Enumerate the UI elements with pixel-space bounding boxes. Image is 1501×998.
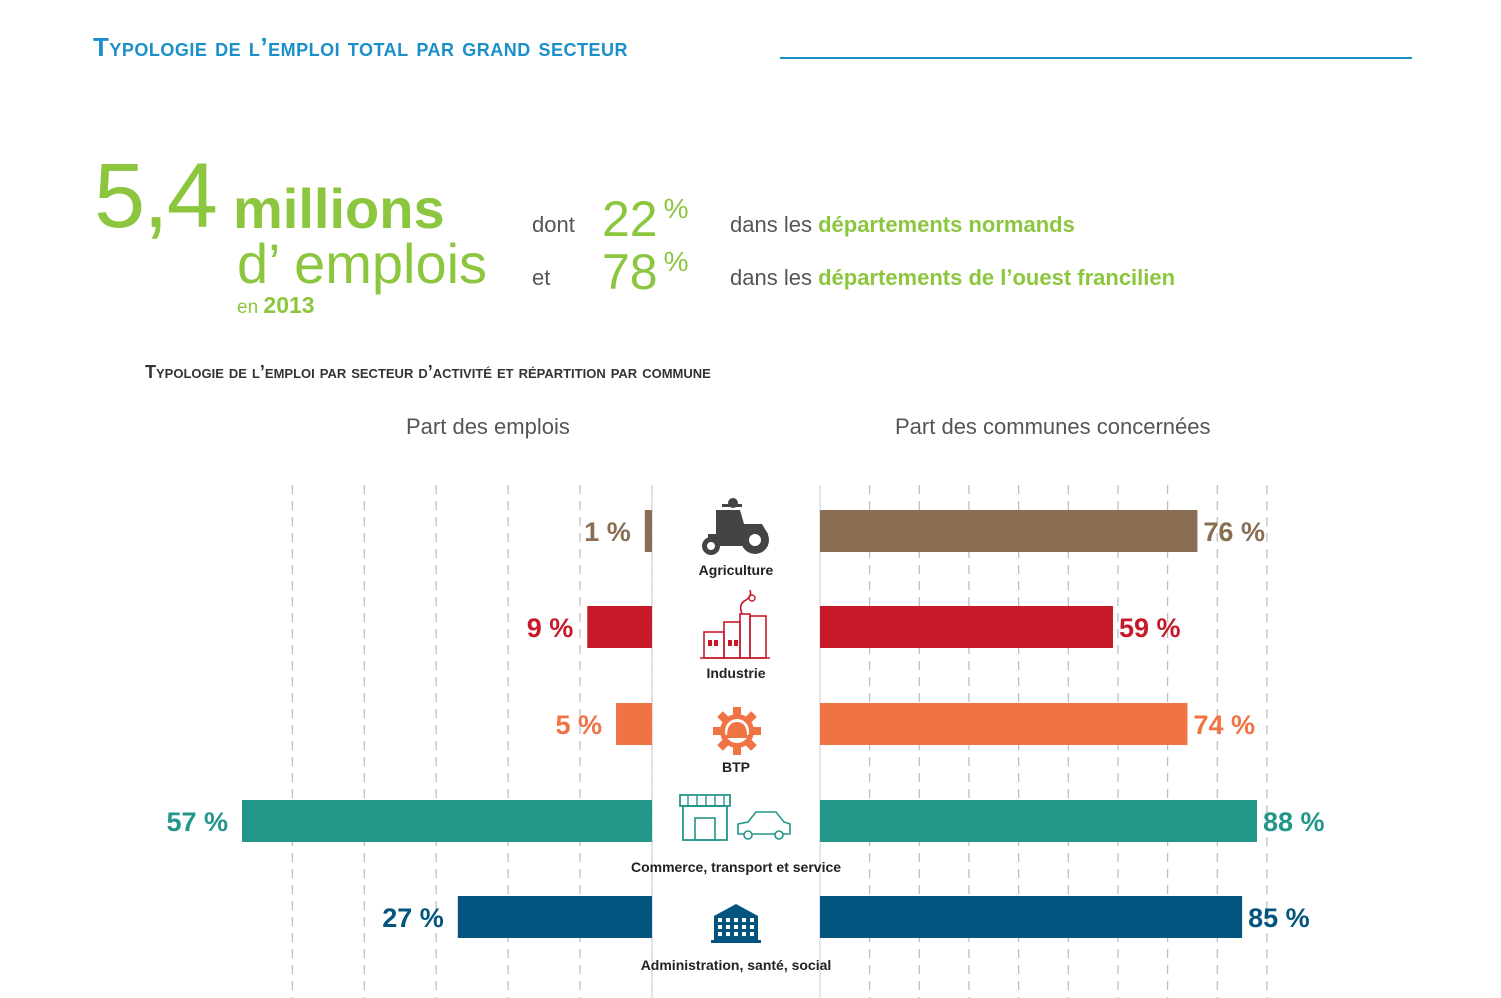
connector-2: et xyxy=(532,265,551,290)
value-label-right: 59 % xyxy=(1119,613,1181,643)
share-idf-value: 78 xyxy=(602,244,658,300)
year-prefix: en xyxy=(237,297,259,318)
right-panel-title: Part des communes concernées xyxy=(895,414,1211,439)
bar-left-btp xyxy=(616,703,652,745)
gear-helmet-icon xyxy=(713,707,761,755)
value-label-left: 27 % xyxy=(382,903,444,933)
value-label-right: 88 % xyxy=(1263,807,1325,837)
headline-year: en 2013 xyxy=(237,292,315,319)
category-label: Administration, santé, social xyxy=(641,957,832,973)
share-normandie-sign: % xyxy=(663,193,689,224)
value-label-right: 76 % xyxy=(1203,517,1265,547)
bar-right-btp xyxy=(820,703,1188,745)
year-value: 2013 xyxy=(263,292,315,318)
bar-right-industrie xyxy=(820,606,1113,648)
desc-normandie-highlight: départements normands xyxy=(818,212,1075,237)
bar-left-administration xyxy=(457,896,652,938)
page-title: Typologie de l’emploi total par grand se… xyxy=(93,32,628,62)
desc-idf: dans les départements de l’ouest francil… xyxy=(730,265,1175,291)
desc-normandie: dans les départements normands xyxy=(730,212,1075,238)
chart-title: Typologie de l’emploi par secteur d’acti… xyxy=(145,362,711,382)
value-label-left: 1 % xyxy=(584,517,631,547)
value-label-left: 9 % xyxy=(527,613,574,643)
value-label-right: 85 % xyxy=(1248,903,1310,933)
building-icon xyxy=(711,904,761,943)
share-normandie: 22% xyxy=(602,194,689,244)
value-label-left: 5 % xyxy=(556,710,603,740)
headline-unit-2: d’ emplois xyxy=(237,232,488,295)
share-idf: 78% xyxy=(602,247,689,297)
category-label: BTP xyxy=(722,759,750,775)
bar-right-agriculture xyxy=(820,510,1198,552)
desc-idf-highlight: départements de l’ouest francilien xyxy=(818,265,1176,290)
title-rule xyxy=(780,57,1412,59)
bar-left-industrie xyxy=(587,606,652,648)
share-idf-sign: % xyxy=(663,246,689,277)
bar-right-administration xyxy=(820,896,1243,938)
desc-idf-prefix: dans les xyxy=(730,265,812,290)
headline-unit-1: millions xyxy=(233,177,445,240)
headline-number: 5,4 xyxy=(94,145,218,247)
share-normandie-value: 22 xyxy=(602,191,658,247)
bar-right-commerce xyxy=(820,800,1257,842)
left-panel-title: Part des emplois xyxy=(406,414,570,439)
category-label: Agriculture xyxy=(699,562,774,578)
category-label: Industrie xyxy=(706,665,765,681)
desc-normandie-prefix: dans les xyxy=(730,212,812,237)
factory-icon xyxy=(700,589,770,659)
shop-car-icon xyxy=(679,794,791,841)
value-label-left: 57 % xyxy=(166,807,228,837)
value-label-right: 74 % xyxy=(1193,710,1255,740)
tractor-icon xyxy=(702,498,769,555)
connector-1: dont xyxy=(532,212,575,237)
category-label: Commerce, transport et service xyxy=(631,859,841,875)
bar-left-commerce xyxy=(242,800,652,842)
bar-left-agriculture xyxy=(644,510,652,552)
